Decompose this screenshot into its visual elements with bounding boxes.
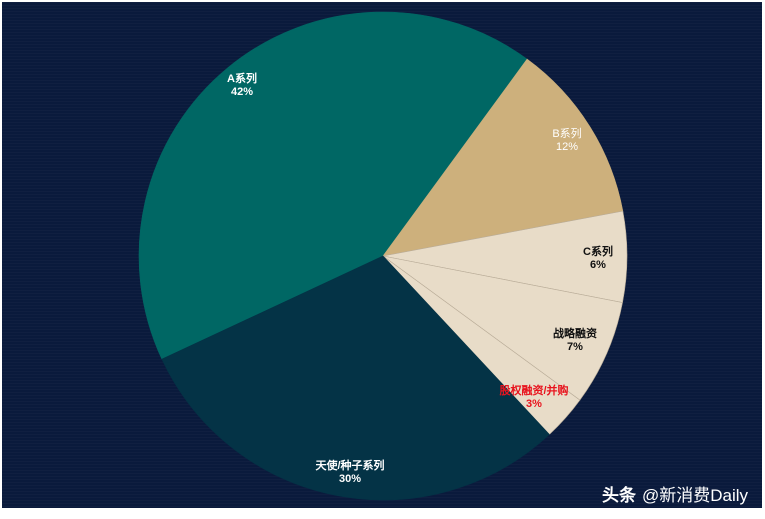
slice-label-c-series: C系列 6% [583,246,613,271]
pie-slice-a-series [138,11,528,360]
slice-label-equity-ma: 股权融资/并购 3% [499,385,569,410]
pie-slice-b-series [382,58,624,257]
chart-background: A系列 42% B系列 12% C系列 6% 战略融资 7% 股权融资/并购 3… [2,2,762,508]
slice-label-a-series: A系列 42% [227,73,257,98]
pie-slice-strategic [382,255,623,401]
pie-slice-angel-seed [161,255,550,501]
watermark: 头条 @新消费Daily [601,486,748,505]
slice-label-angel-seed: 天使/种子系列 30% [315,460,385,485]
slice-label-b-series: B系列 12% [552,128,582,153]
slice-label-strategic: 战略融资 7% [553,328,597,353]
pie-chart [138,11,628,501]
